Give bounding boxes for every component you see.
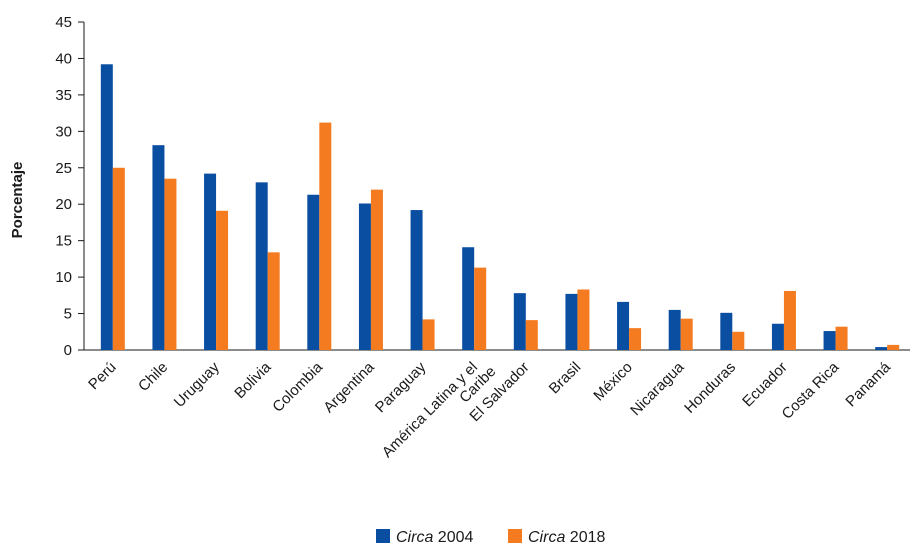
- bar: [164, 178, 177, 350]
- bar: [370, 189, 383, 350]
- bar: [204, 173, 217, 350]
- svg-text:Uruguay: Uruguay: [171, 358, 223, 410]
- bar: [525, 320, 538, 350]
- bar: [410, 210, 423, 350]
- bar: [152, 145, 165, 350]
- bar: [267, 252, 280, 350]
- x-tick-label: Bolivia: [231, 358, 275, 402]
- svg-text:América Latina y el: América Latina y el: [379, 359, 481, 461]
- bar: [835, 326, 848, 350]
- x-tick-label: Chile: [135, 359, 171, 395]
- x-tick-label: Brasil: [546, 359, 585, 398]
- y-axis-title: Porcentaje: [9, 162, 26, 239]
- svg-text:Perú: Perú: [85, 359, 119, 393]
- y-tick-label: 25: [55, 160, 72, 177]
- bar: [771, 323, 784, 350]
- legend-swatch: [376, 529, 390, 543]
- bar: [474, 267, 487, 350]
- bar: [100, 64, 113, 350]
- legend-label: Circa 2018: [528, 529, 605, 546]
- y-tick-label: 35: [55, 87, 72, 104]
- x-tick-label: Uruguay: [171, 358, 223, 410]
- legend-item: Circa 2004: [376, 529, 473, 546]
- legend: Circa 2004 Circa 2018: [376, 529, 605, 546]
- bar: [422, 319, 435, 350]
- legend-label: Circa 2004: [396, 529, 473, 546]
- x-axis-labels: Perú Chile Uruguay BoliviaColombiaArgentina…: [85, 358, 894, 461]
- y-tick-label: 30: [55, 123, 72, 140]
- x-tick-label: Costa Rica: [778, 358, 842, 422]
- y-tick-label: 45: [55, 14, 72, 31]
- svg-text:Ecuador: Ecuador: [739, 359, 791, 411]
- bar: [577, 289, 590, 350]
- svg-text:Chile: Chile: [135, 359, 171, 395]
- bar: [112, 167, 125, 350]
- svg-text:Honduras: Honduras: [681, 359, 739, 417]
- x-tick-label: Nicaragua: [627, 358, 688, 419]
- svg-text:Brasil: Brasil: [546, 359, 585, 398]
- bar: [462, 247, 475, 350]
- x-tick-label: Perú: [85, 359, 119, 393]
- bar: [255, 182, 268, 350]
- bar: [319, 122, 332, 350]
- bar: [565, 293, 578, 350]
- svg-text:Costa Rica: Costa Rica: [778, 358, 842, 422]
- bar: [216, 210, 229, 350]
- y-tick-label: 20: [55, 196, 72, 213]
- y-tick-label: 0: [64, 342, 72, 359]
- svg-text:Argentina: Argentina: [320, 358, 378, 416]
- bar: [783, 290, 796, 350]
- y-tick-label: 40: [55, 50, 72, 67]
- bar: [617, 301, 630, 350]
- bar: [887, 344, 900, 350]
- x-tick-label: México: [590, 359, 636, 405]
- x-tick-label: Panamá: [842, 358, 894, 410]
- bar: [823, 331, 836, 350]
- bar: [358, 203, 371, 350]
- bar: [732, 331, 745, 350]
- legend-swatch: [508, 529, 522, 543]
- y-tick-label: 5: [64, 306, 72, 323]
- bar: [720, 312, 733, 350]
- x-tick-label: Colombia: [269, 358, 326, 415]
- y-tick-label: 15: [55, 233, 72, 250]
- bars: [100, 64, 900, 350]
- svg-text:Nicaragua: Nicaragua: [627, 358, 688, 419]
- bar: [629, 328, 642, 350]
- bar: [513, 293, 526, 350]
- svg-text:Bolivia: Bolivia: [231, 358, 275, 402]
- x-tick-label: Ecuador: [739, 359, 791, 411]
- bar: [307, 194, 320, 350]
- y-tick-label: 10: [55, 269, 72, 286]
- legend-item: Circa 2018: [508, 529, 605, 546]
- svg-text:México: México: [590, 359, 636, 405]
- bar: [680, 318, 693, 350]
- svg-text:Panamá: Panamá: [842, 358, 894, 410]
- svg-text:Colombia: Colombia: [269, 358, 326, 415]
- x-tick-label: Argentina: [320, 358, 378, 416]
- bar: [875, 347, 888, 350]
- bar: [668, 309, 681, 350]
- x-tick-label: Honduras: [681, 359, 739, 417]
